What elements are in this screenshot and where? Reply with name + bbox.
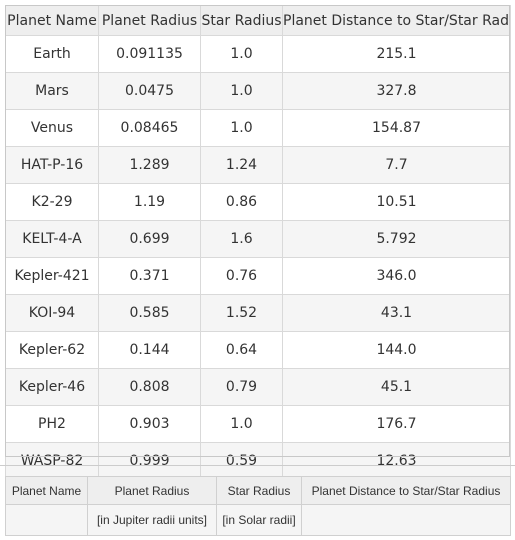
cell-distance-ratio: 5.792 <box>282 220 511 258</box>
unit-planet-name <box>5 504 88 536</box>
header-distance-ratio: Planet Distance to Star/Star Radius <box>282 5 511 36</box>
cell-distance-ratio: 327.8 <box>282 72 511 110</box>
cell-planet-name: Earth <box>5 35 99 73</box>
cell-distance-ratio: 45.1 <box>282 368 511 406</box>
unit-distance-ratio <box>301 504 511 536</box>
table-row: Kepler-421 0.371 0.76 346.0 <box>5 257 511 295</box>
legend-units-row: [in Jupiter radii units] [in Solar radii… <box>5 504 511 536</box>
cell-distance-ratio: 43.1 <box>282 294 511 332</box>
cell-star-radius: 1.6 <box>200 220 283 258</box>
cell-planet-name: K2-29 <box>5 183 99 221</box>
cell-planet-radius: 0.808 <box>98 368 201 406</box>
legend-header-star-radius: Star Radius <box>216 476 302 505</box>
table-body: Earth 0.091135 1.0 215.1 Mars 0.0475 1.0 327.8 V… <box>5 35 511 480</box>
table-row: PH2 0.903 1.0 176.7 <box>5 405 511 443</box>
table-row: HAT-P-16 1.289 1.24 7.7 <box>5 146 511 184</box>
header-planet-name: Planet Name <box>5 5 99 36</box>
table-row: WASP-82 0.999 0.59 12.63 <box>5 442 511 480</box>
cell-distance-ratio: 10.51 <box>282 183 511 221</box>
table-row: Venus 0.08465 1.0 154.87 <box>5 109 511 147</box>
unit-star-radius: [in Solar radii] <box>216 504 302 536</box>
cell-star-radius: 1.24 <box>200 146 283 184</box>
divider <box>0 465 515 466</box>
cell-planet-name: KOI-94 <box>5 294 99 332</box>
cell-planet-name: Kepler-421 <box>5 257 99 295</box>
table-row: KOI-94 0.585 1.52 43.1 <box>5 294 511 332</box>
cell-star-radius: 0.86 <box>200 183 283 221</box>
cell-planet-name: Mars <box>5 72 99 110</box>
cell-star-radius: 0.76 <box>200 257 283 295</box>
cell-distance-ratio: 12.63 <box>282 442 511 480</box>
header-planet-radius: Planet Radius <box>98 5 201 36</box>
header-star-radius: Star Radius <box>200 5 283 36</box>
cell-distance-ratio: 144.0 <box>282 331 511 369</box>
cell-planet-radius: 0.08465 <box>98 109 201 147</box>
cell-planet-radius: 0.585 <box>98 294 201 332</box>
cell-star-radius: 0.79 <box>200 368 283 406</box>
cell-star-radius: 0.64 <box>200 331 283 369</box>
legend-header-row: Planet Name Planet Radius Star Radius Pl… <box>5 476 511 505</box>
cell-planet-radius: 0.371 <box>98 257 201 295</box>
cell-star-radius: 1.0 <box>200 405 283 443</box>
cell-planet-radius: 0.144 <box>98 331 201 369</box>
table-row: K2-29 1.19 0.86 10.51 <box>5 183 511 221</box>
cell-planet-radius: 0.699 <box>98 220 201 258</box>
cell-planet-name: Kepler-62 <box>5 331 99 369</box>
legend-header-planet-name: Planet Name <box>5 476 88 505</box>
legend-header-planet-radius: Planet Radius <box>87 476 217 505</box>
cell-planet-name: KELT-4-A <box>5 220 99 258</box>
cell-star-radius: 1.0 <box>200 109 283 147</box>
planet-data-table: Planet Name Planet Radius Star Radius Pl… <box>5 5 511 480</box>
cell-planet-name: PH2 <box>5 405 99 443</box>
cell-distance-ratio: 176.7 <box>282 405 511 443</box>
units-legend-table: Planet Name Planet Radius Star Radius Pl… <box>5 476 511 536</box>
table-row: Earth 0.091135 1.0 215.1 <box>5 35 511 73</box>
cell-star-radius: 0.59 <box>200 442 283 480</box>
table-row: KELT-4-A 0.699 1.6 5.792 <box>5 220 511 258</box>
legend-header-distance-ratio: Planet Distance to Star/Star Radius <box>301 476 511 505</box>
cell-star-radius: 1.0 <box>200 72 283 110</box>
unit-planet-radius: [in Jupiter radii units] <box>87 504 217 536</box>
cell-planet-radius: 0.999 <box>98 442 201 480</box>
cell-star-radius: 1.52 <box>200 294 283 332</box>
cell-planet-radius: 1.19 <box>98 183 201 221</box>
header-row: Planet Name Planet Radius Star Radius Pl… <box>5 5 511 36</box>
cell-distance-ratio: 154.87 <box>282 109 511 147</box>
cell-star-radius: 1.0 <box>200 35 283 73</box>
cell-planet-name: Kepler-46 <box>5 368 99 406</box>
table-row: Kepler-62 0.144 0.64 144.0 <box>5 331 511 369</box>
cell-distance-ratio: 215.1 <box>282 35 511 73</box>
cell-planet-radius: 0.091135 <box>98 35 201 73</box>
cell-planet-name: WASP-82 <box>5 442 99 480</box>
cell-planet-name: Venus <box>5 109 99 147</box>
cell-planet-name: HAT-P-16 <box>5 146 99 184</box>
table-row: Kepler-46 0.808 0.79 45.1 <box>5 368 511 406</box>
cell-planet-radius: 0.0475 <box>98 72 201 110</box>
cell-distance-ratio: 346.0 <box>282 257 511 295</box>
table-row: Mars 0.0475 1.0 327.8 <box>5 72 511 110</box>
cell-planet-radius: 0.903 <box>98 405 201 443</box>
cell-planet-radius: 1.289 <box>98 146 201 184</box>
cell-distance-ratio: 7.7 <box>282 146 511 184</box>
